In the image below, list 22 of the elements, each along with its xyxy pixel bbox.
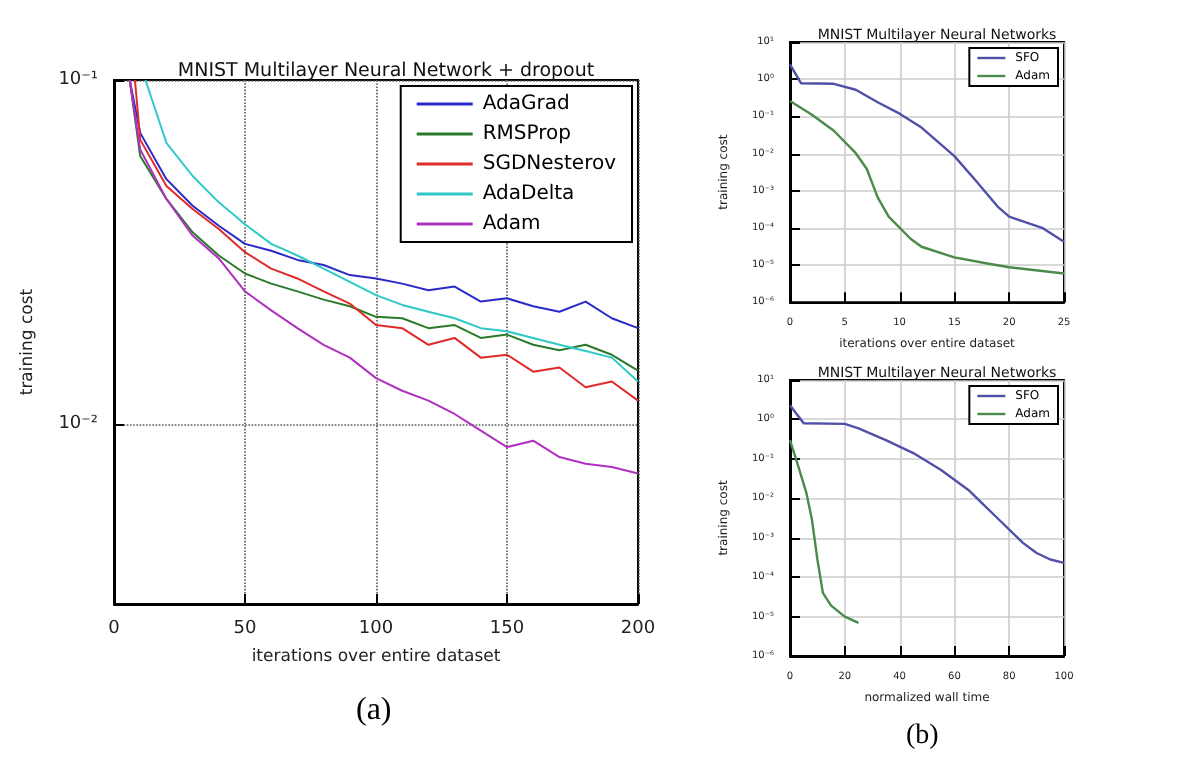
line-series xyxy=(128,79,639,475)
line-series xyxy=(788,99,1066,275)
legend-label: AdaDelta xyxy=(482,183,575,205)
x-axis-title: iterations over entire dataset xyxy=(251,646,502,667)
x-tick-label: 50 xyxy=(233,619,257,639)
line-series xyxy=(788,438,860,625)
y-axis-title: training cost xyxy=(17,287,38,396)
legend-label: AdaGrad xyxy=(482,93,570,115)
chart-title: MNIST Multilayer Neural Network + dropout xyxy=(177,60,595,82)
legend-label: SGDNesterov xyxy=(482,153,617,175)
x-tick-label: 150 xyxy=(489,619,525,639)
text: (a) xyxy=(356,693,392,727)
y-tick-label: 10⁻¹ xyxy=(58,70,99,90)
line-series xyxy=(788,63,1066,244)
text: (b) xyxy=(906,721,940,751)
x-tick-label: 0 xyxy=(108,619,121,639)
x-tick-label: 100 xyxy=(358,619,394,639)
legend-label: RMSProp xyxy=(482,123,571,145)
line-series xyxy=(788,403,1066,565)
legend-label: Adam xyxy=(482,213,541,235)
x-tick-label: 200 xyxy=(620,619,656,639)
y-tick-label: 10⁻² xyxy=(58,414,99,435)
